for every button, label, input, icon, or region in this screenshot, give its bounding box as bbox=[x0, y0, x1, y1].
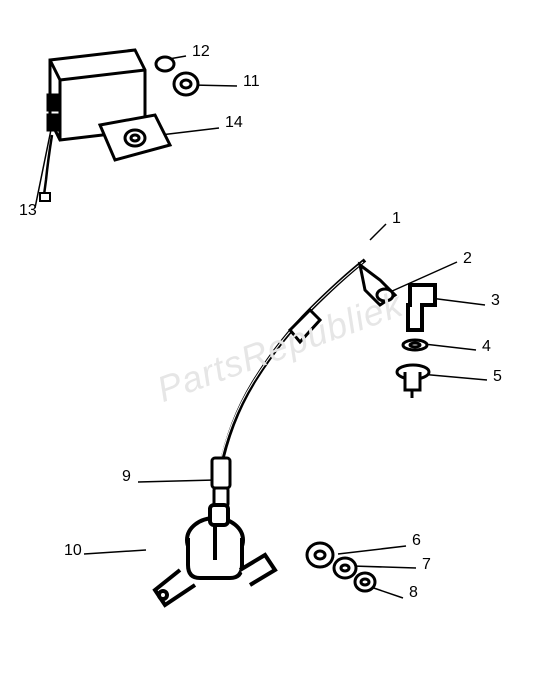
callout-14: 14 bbox=[225, 114, 243, 132]
callout-9: 9 bbox=[122, 468, 131, 486]
parts-diagram: PartsRepubliek 1 2 3 4 5 6 7 8 9 10 11 1… bbox=[0, 0, 560, 693]
callout-11: 11 bbox=[243, 73, 260, 91]
callout-6: 6 bbox=[412, 532, 421, 550]
callout-1: 1 bbox=[392, 210, 401, 228]
callout-13: 13 bbox=[19, 202, 37, 220]
diagram-svg bbox=[0, 0, 560, 693]
callout-8: 8 bbox=[409, 584, 418, 602]
callout-4: 4 bbox=[482, 338, 491, 356]
callout-10: 10 bbox=[64, 542, 82, 560]
callout-5: 5 bbox=[493, 368, 502, 386]
callout-7: 7 bbox=[422, 556, 431, 574]
callout-2: 2 bbox=[463, 250, 472, 268]
callout-3: 3 bbox=[491, 292, 500, 310]
callout-12: 12 bbox=[192, 43, 210, 61]
